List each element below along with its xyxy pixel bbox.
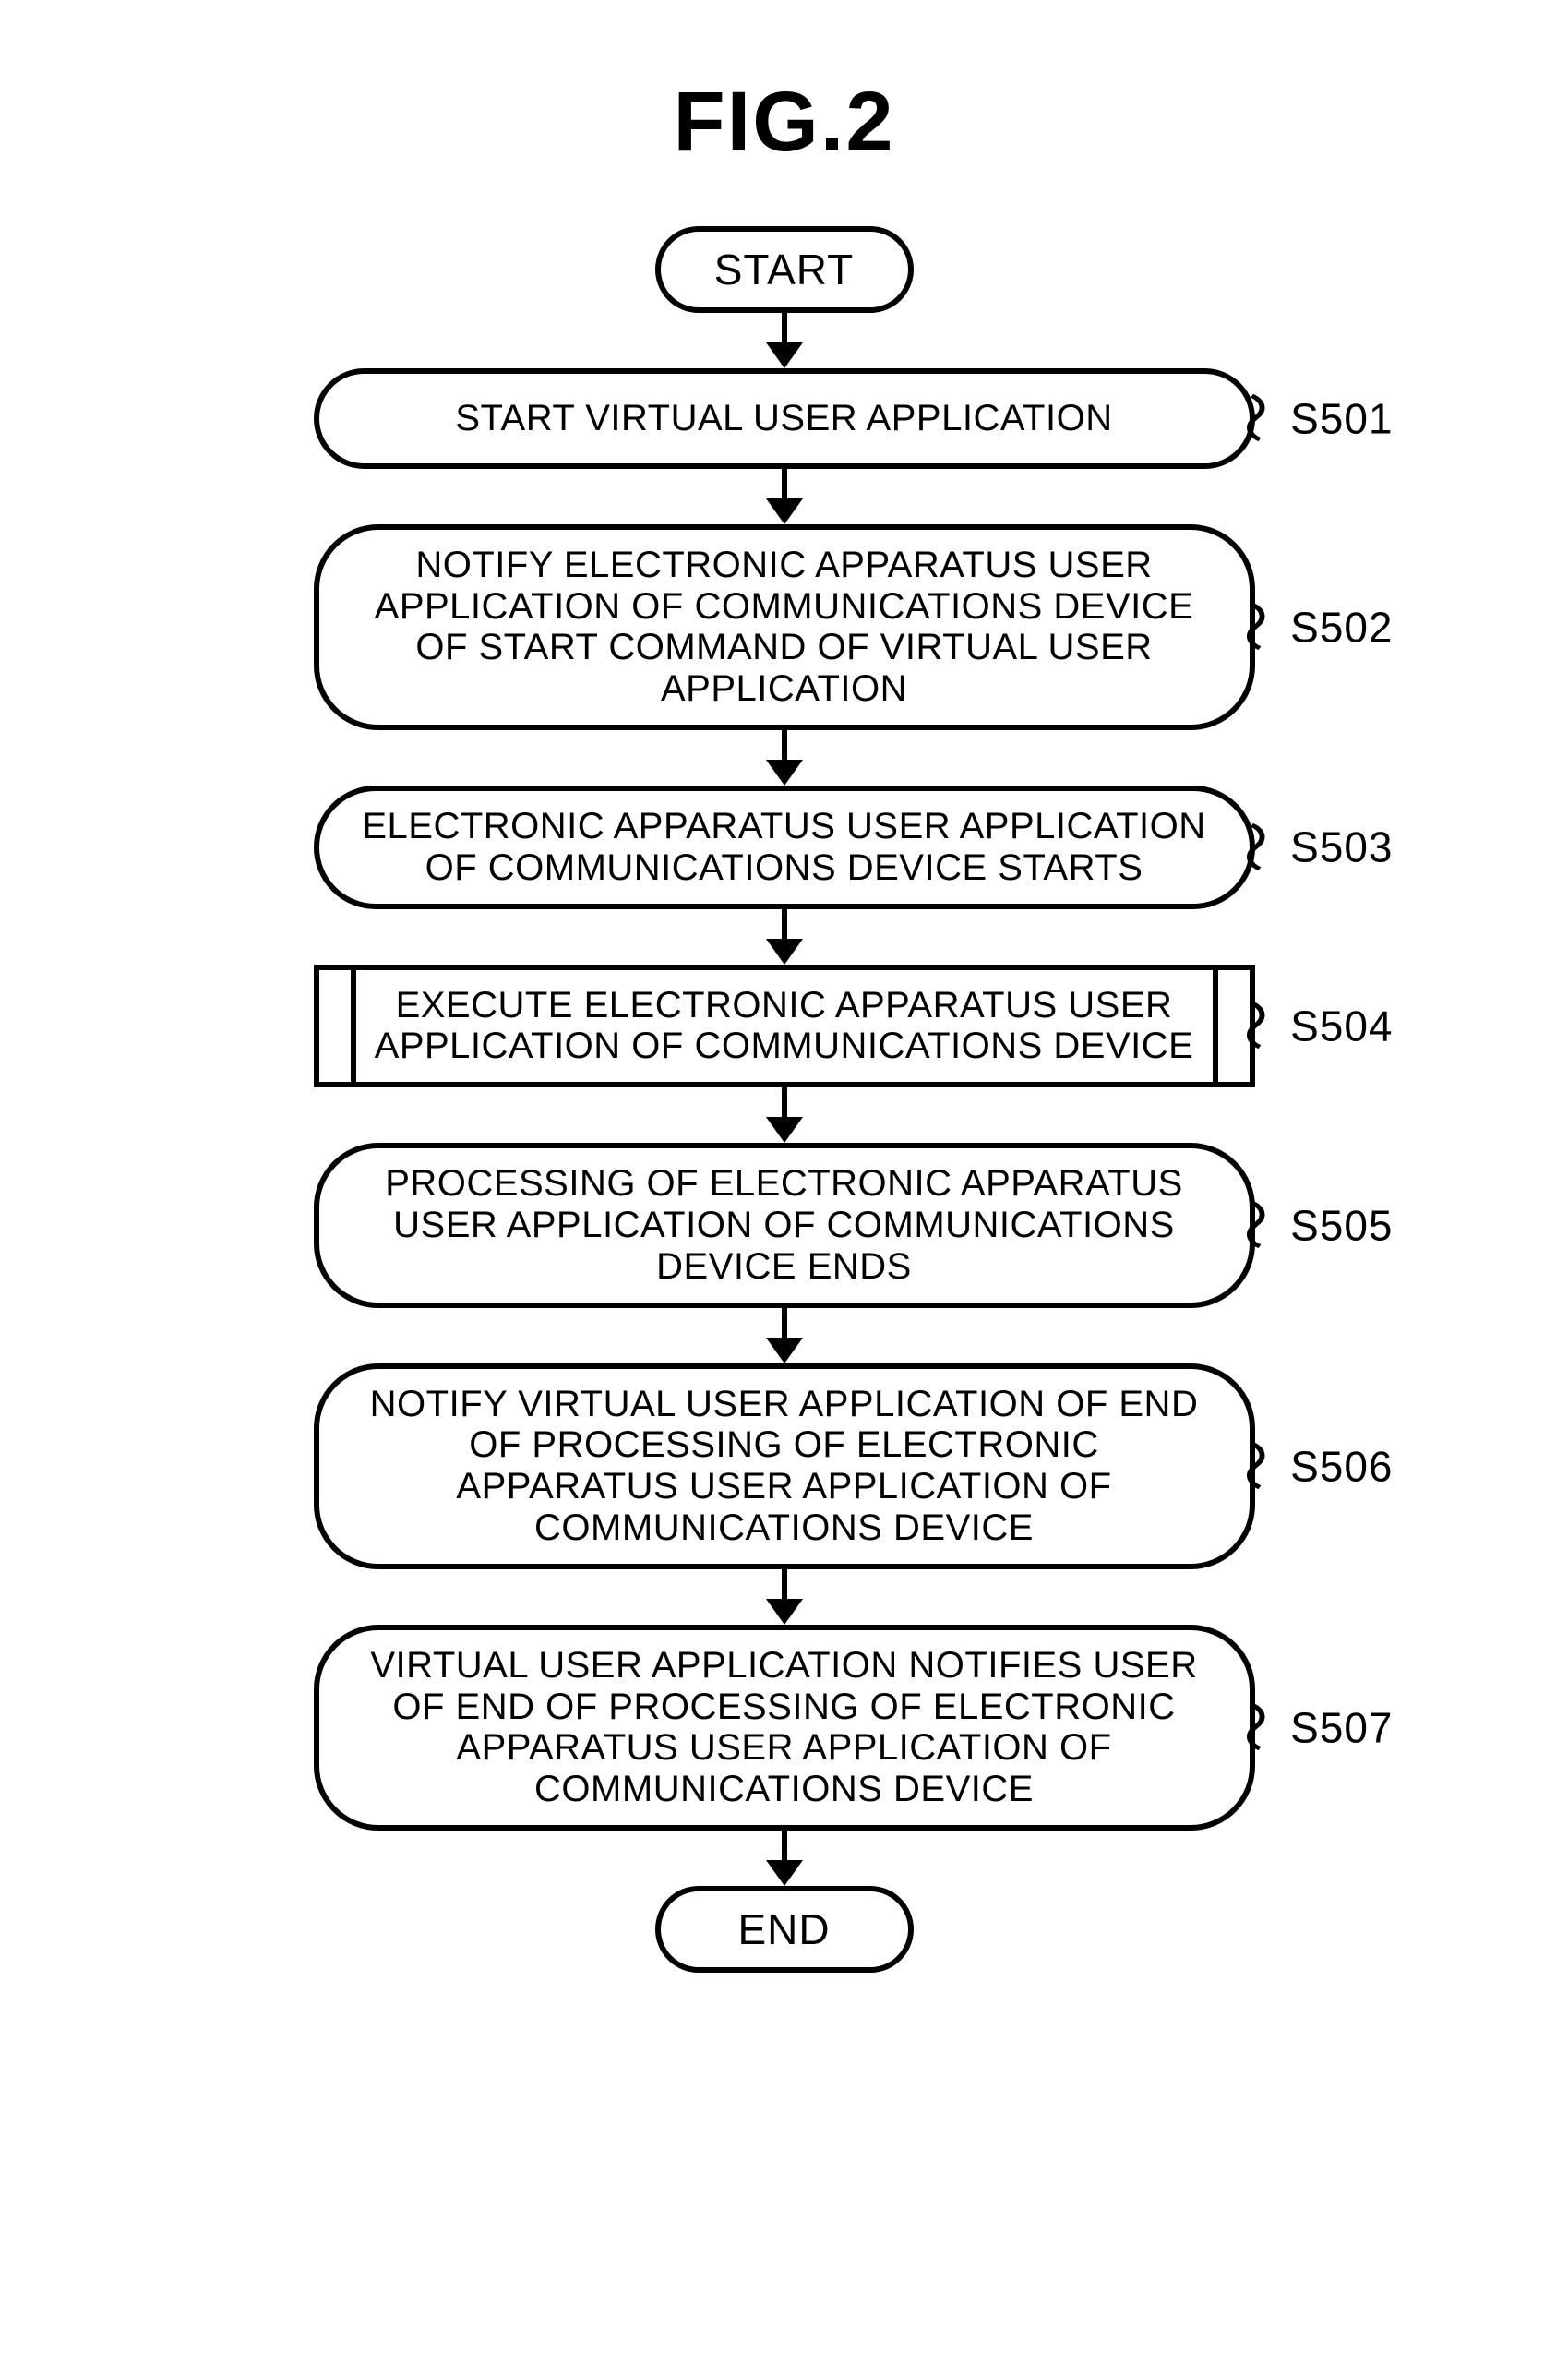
arrow-icon [766,1087,803,1143]
figure-title: FIG.2 [55,74,1513,171]
flowchart: START START VIRTUAL USER APPLICATION 〜S5… [157,226,1412,1973]
terminator-start: START [655,226,914,313]
step-row-s506: NOTIFY VIRTUAL USER APPLICATION OF END O… [157,1363,1412,1569]
terminator-end: END [655,1886,914,1973]
step-row-s507: VIRTUAL USER APPLICATION NOTIFIES USER O… [157,1625,1412,1831]
tilde-icon: 〜 [1210,1000,1307,1052]
arrow-icon [766,1569,803,1625]
step-s502: NOTIFY ELECTRONIC APPARATUS USER APPLICA… [314,524,1255,730]
step-label-s503: 〜S503 [1232,810,1393,884]
step-label-s501: 〜S501 [1232,381,1393,456]
step-s505: PROCESSING OF ELECTRONIC APPARATUS USER … [314,1143,1255,1307]
step-row-s502: NOTIFY ELECTRONIC APPARATUS USER APPLICA… [157,524,1412,730]
tilde-icon: 〜 [1210,1199,1307,1252]
step-s507: VIRTUAL USER APPLICATION NOTIFIES USER O… [314,1625,1255,1831]
step-label-s502: 〜S502 [1232,590,1393,665]
tilde-icon: 〜 [1210,601,1307,654]
step-s503: ELECTRONIC APPARATUS USER APPLICATION OF… [314,786,1255,909]
step-s506: NOTIFY VIRTUAL USER APPLICATION OF END O… [314,1363,1255,1569]
step-row-s501: START VIRTUAL USER APPLICATION 〜S501 [157,368,1412,469]
step-label-s506: 〜S506 [1232,1429,1393,1504]
step-row-s505: PROCESSING OF ELECTRONIC APPARATUS USER … [157,1143,1412,1307]
arrow-icon [766,313,803,368]
tilde-icon: 〜 [1210,821,1307,873]
step-label-s504: 〜S504 [1232,989,1393,1063]
step-s501: START VIRTUAL USER APPLICATION [314,368,1255,469]
tilde-icon: 〜 [1210,1701,1307,1754]
step-label-s505: 〜S505 [1232,1188,1393,1263]
step-row-s504: EXECUTE ELECTRONIC APPARATUS USER APPLIC… [157,965,1412,1088]
tilde-icon: 〜 [1210,392,1307,445]
terminator-end-row: END [157,1886,1412,1973]
arrow-icon [766,1308,803,1363]
terminator-start-row: START [157,226,1412,313]
arrow-icon [766,909,803,965]
tilde-icon: 〜 [1210,1440,1307,1493]
step-row-s503: ELECTRONIC APPARATUS USER APPLICATION OF… [157,786,1412,909]
step-s504-predefined-process: EXECUTE ELECTRONIC APPARATUS USER APPLIC… [314,965,1255,1088]
arrow-icon [766,730,803,786]
step-label-s507: 〜S507 [1232,1690,1393,1765]
arrow-icon [766,1831,803,1886]
arrow-icon [766,469,803,524]
figure-page: FIG.2 START START VIRTUAL USER APPLICATI… [0,0,1568,2365]
